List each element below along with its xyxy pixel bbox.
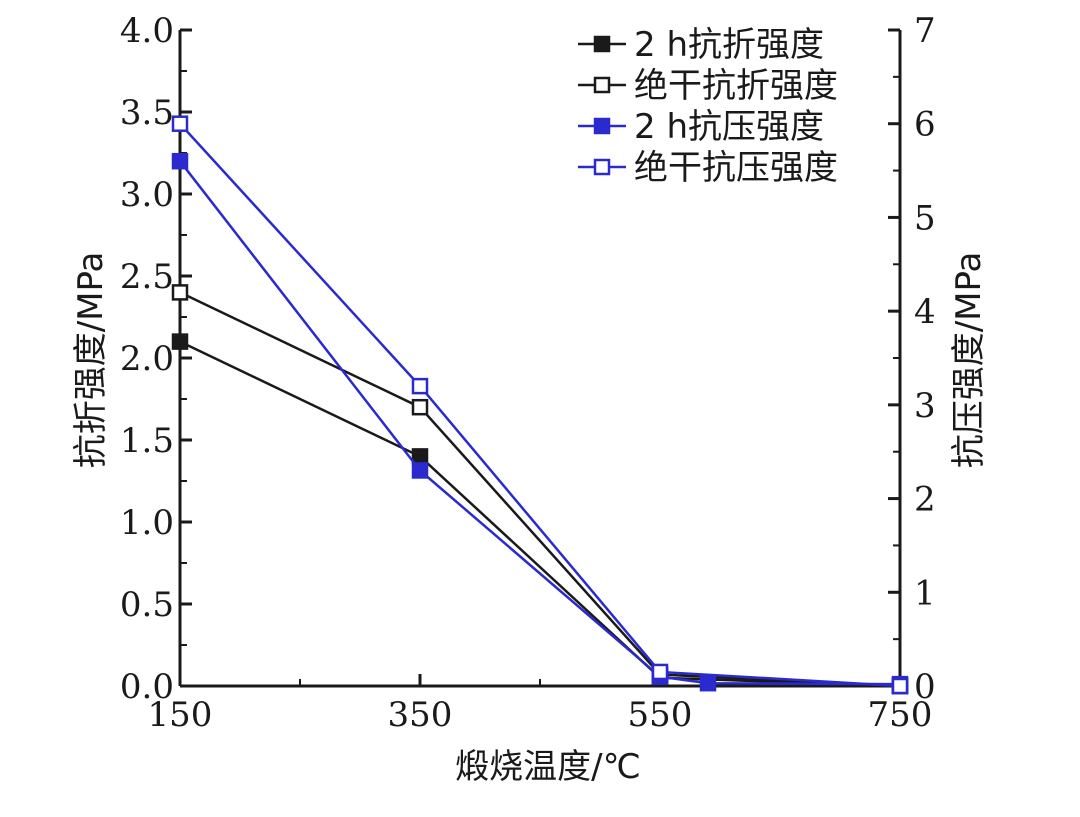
right-tick-label: 2 bbox=[914, 480, 936, 520]
legend-item: 2 h抗压强度 bbox=[578, 107, 824, 147]
series-line bbox=[179, 291, 901, 688]
data-point bbox=[171, 284, 189, 301]
left-y-axis-title: 抗折强度/MPa bbox=[71, 252, 111, 469]
series-4 bbox=[171, 115, 909, 695]
chart-background bbox=[70, 10, 1020, 780]
right-tick-label: 7 bbox=[914, 11, 936, 51]
x-axis: 150 350 550 750 bbox=[148, 674, 933, 735]
data-point bbox=[651, 663, 669, 681]
x-tick-label: 150 bbox=[148, 695, 213, 735]
left-tick-label: 1.0 bbox=[120, 503, 174, 543]
legend-label: 绝干抗压强度 bbox=[634, 148, 838, 188]
legend-marker bbox=[593, 158, 611, 176]
right-tick-label: 0 bbox=[914, 667, 936, 707]
left-tick-label: 0.5 bbox=[120, 585, 174, 625]
legend-marker bbox=[593, 76, 611, 94]
right-y-axis: 0 1 2 3 4 5 6 7 bbox=[888, 11, 936, 707]
left-y-axis: 0.0 0.5 1.0 1.5 2.0 2.5 3.0 3.5 4.0 bbox=[120, 11, 192, 707]
right-tick-label: 5 bbox=[914, 198, 936, 238]
series-layer bbox=[171, 115, 909, 695]
left-tick-label: 0.0 bbox=[120, 667, 174, 707]
x-axis-title: 煅烧温度/℃ bbox=[455, 747, 641, 787]
left-tick-label: 3.5 bbox=[120, 93, 174, 133]
x-tick-label: 750 bbox=[868, 695, 933, 735]
legend-item: 2 h抗折强度 bbox=[578, 25, 824, 65]
data-point bbox=[699, 674, 717, 692]
left-tick-label: 4.0 bbox=[120, 11, 174, 51]
data-point bbox=[411, 462, 429, 479]
x-tick-label: 350 bbox=[388, 695, 453, 735]
legend-item: 绝干抗压强度 bbox=[578, 148, 838, 188]
data-point bbox=[171, 152, 189, 170]
left-tick-label: 2.5 bbox=[120, 257, 174, 297]
legend-marker bbox=[593, 117, 611, 135]
left-tick-label: 3.0 bbox=[120, 175, 174, 215]
data-point bbox=[411, 448, 429, 465]
legend-label: 2 h抗折强度 bbox=[634, 25, 824, 65]
data-point bbox=[411, 398, 429, 416]
right-tick-label: 4 bbox=[914, 292, 936, 332]
data-point bbox=[171, 333, 189, 350]
legend-marker bbox=[593, 35, 611, 53]
left-tick-label: 1.5 bbox=[120, 421, 174, 461]
data-point bbox=[171, 115, 189, 132]
legend-label: 绝干抗折强度 bbox=[634, 66, 838, 106]
x-tick-label: 550 bbox=[628, 695, 693, 735]
legend-item: 绝干抗折强度 bbox=[578, 66, 838, 106]
data-point bbox=[411, 377, 429, 395]
right-tick-label: 3 bbox=[914, 386, 936, 426]
right-y-axis-title: 抗压强度/MPa bbox=[949, 252, 989, 469]
right-tick-label: 6 bbox=[914, 105, 936, 145]
left-tick-label: 2.0 bbox=[120, 339, 174, 379]
legend-label: 2 h抗压强度 bbox=[634, 107, 824, 147]
data-point bbox=[891, 677, 909, 695]
series-line bbox=[179, 122, 901, 688]
right-tick-label: 1 bbox=[914, 573, 936, 613]
series-line bbox=[179, 340, 901, 688]
